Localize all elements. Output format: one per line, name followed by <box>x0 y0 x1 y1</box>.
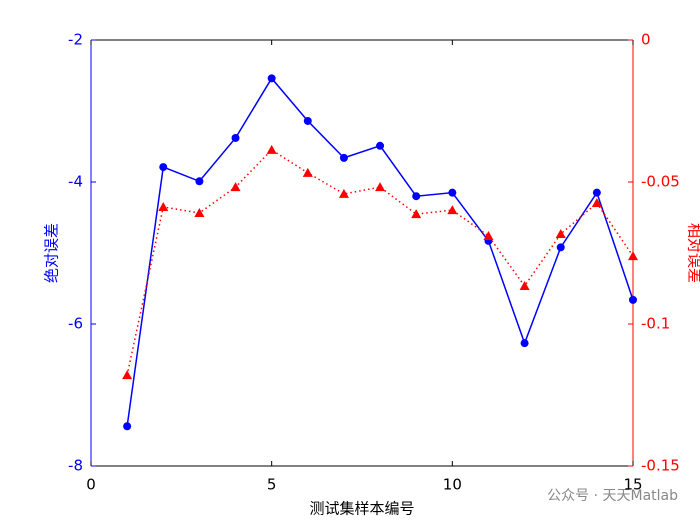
y-tick-label: -4 <box>68 173 83 191</box>
y-tick-label: -8 <box>68 457 83 475</box>
marker <box>376 141 385 150</box>
y-tick-label: -6 <box>68 315 83 333</box>
x-tick-label: 0 <box>86 476 96 494</box>
x-axis-label: 测试集样本编号 <box>309 500 414 518</box>
marker <box>230 182 241 192</box>
y2-axis-label: 相对误差 <box>686 223 700 283</box>
marker <box>303 116 312 125</box>
marker <box>519 280 530 290</box>
marker <box>520 339 529 348</box>
marker <box>483 230 494 240</box>
marker <box>555 228 566 238</box>
watermark: 公众号 · 天天Matlab <box>547 488 678 504</box>
marker <box>628 251 638 261</box>
marker <box>338 188 349 198</box>
marker <box>123 422 132 431</box>
y-axis-label: 绝对误差 <box>43 223 61 283</box>
marker <box>447 205 458 215</box>
marker <box>194 207 205 217</box>
marker <box>591 198 602 208</box>
y2-tick-label: 0 <box>641 31 651 49</box>
marker <box>412 192 421 201</box>
x-tick-label: 5 <box>267 476 277 494</box>
marker <box>195 177 204 186</box>
marker <box>302 167 313 177</box>
marker <box>592 188 601 197</box>
y2-tick-label: -0.1 <box>641 315 670 333</box>
marker <box>339 153 348 162</box>
marker <box>267 74 276 83</box>
marker <box>375 182 386 192</box>
y2-tick-label: -0.05 <box>641 173 680 191</box>
y-tick-label: -2 <box>68 31 83 49</box>
marker <box>629 295 637 304</box>
marker <box>411 209 422 219</box>
x-tick-label: 15 <box>623 476 642 494</box>
x-tick-label: 10 <box>443 476 462 494</box>
y2-tick-label: -0.15 <box>641 457 680 475</box>
marker <box>122 370 133 380</box>
marker <box>158 201 169 211</box>
marker <box>556 243 565 252</box>
marker <box>448 188 457 197</box>
marker <box>231 133 240 142</box>
marker <box>159 163 168 172</box>
marker <box>266 144 277 154</box>
